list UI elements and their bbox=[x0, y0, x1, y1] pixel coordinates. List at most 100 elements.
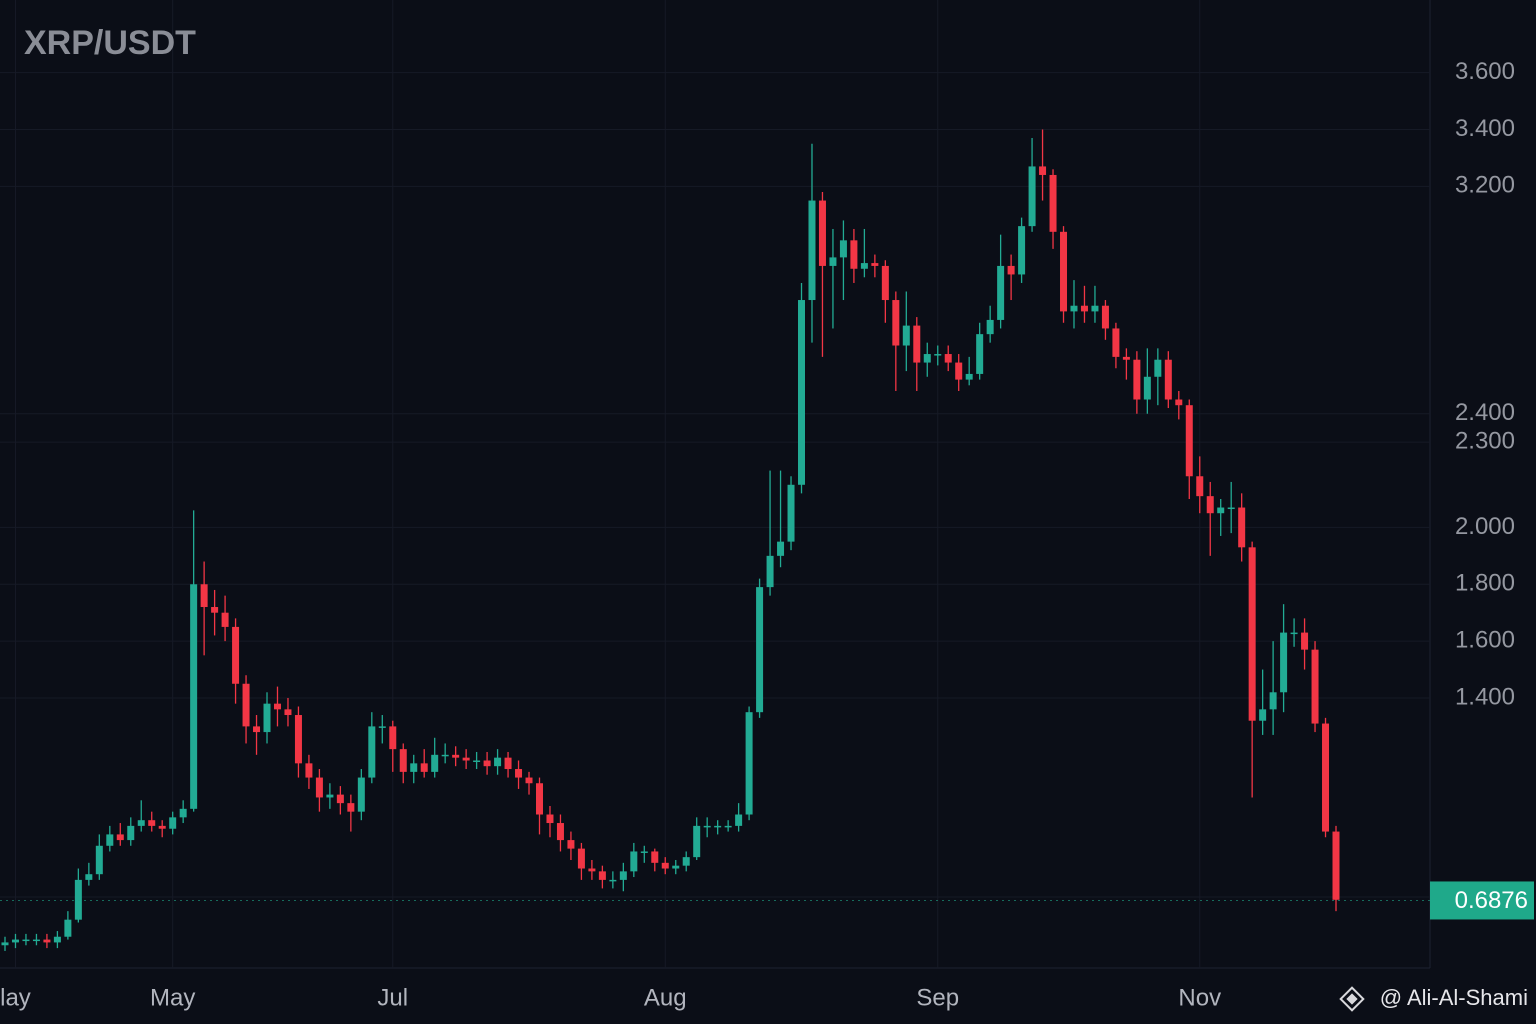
x-tick-label: Nov bbox=[1178, 984, 1221, 1011]
candle-body bbox=[1028, 166, 1036, 227]
candle-body bbox=[22, 939, 30, 942]
candle-body bbox=[525, 777, 533, 784]
candle-body bbox=[1122, 356, 1130, 360]
candle-body bbox=[462, 757, 470, 761]
candle-body bbox=[32, 939, 40, 942]
candle-body bbox=[1248, 547, 1256, 721]
candle-body bbox=[515, 769, 523, 778]
candle-body bbox=[808, 200, 816, 301]
candle-body bbox=[787, 484, 795, 542]
candle-body bbox=[1290, 632, 1298, 635]
watermark: @ Ali-Al-Shami bbox=[1339, 985, 1528, 1012]
candle-body bbox=[630, 851, 638, 872]
candle-body bbox=[598, 871, 606, 880]
candle-body bbox=[976, 334, 984, 374]
candle-body bbox=[1070, 305, 1078, 312]
candle-body bbox=[934, 354, 942, 356]
candle-body bbox=[955, 362, 963, 380]
candle-body bbox=[1018, 226, 1026, 275]
candle-body bbox=[850, 240, 858, 269]
x-tick-label: Sep bbox=[916, 984, 959, 1011]
candle-body bbox=[127, 825, 135, 841]
candle-body bbox=[232, 626, 240, 684]
candle-body bbox=[221, 612, 229, 627]
y-tick-label: 1.400 bbox=[1455, 683, 1515, 710]
candle-body bbox=[1238, 507, 1246, 548]
candle-body bbox=[399, 749, 407, 772]
candle-body bbox=[494, 757, 502, 767]
candle-body bbox=[294, 715, 302, 764]
candle-body bbox=[263, 703, 271, 733]
candle-body bbox=[200, 584, 208, 608]
candle-body bbox=[1112, 328, 1120, 357]
candle-body bbox=[1143, 376, 1151, 400]
candle-body bbox=[137, 820, 145, 826]
candle-body bbox=[253, 726, 261, 733]
y-tick-label: 3.400 bbox=[1455, 115, 1515, 142]
candle-body bbox=[640, 851, 648, 853]
candle-body bbox=[693, 825, 701, 858]
candle-body bbox=[881, 265, 889, 301]
candle-body bbox=[473, 760, 481, 763]
candle-body bbox=[483, 760, 491, 767]
candle-body bbox=[892, 300, 900, 346]
y-tick-label: 2.400 bbox=[1455, 399, 1515, 426]
y-tick-label: 1.800 bbox=[1455, 570, 1515, 597]
candle-body bbox=[368, 726, 376, 778]
candle-body bbox=[1091, 305, 1099, 312]
candle-body bbox=[829, 257, 837, 266]
candle-body bbox=[242, 683, 250, 727]
candle-body bbox=[860, 263, 868, 269]
candle-body bbox=[871, 263, 879, 266]
candle-body bbox=[85, 874, 93, 880]
candle-body bbox=[504, 757, 512, 770]
candle-body bbox=[273, 703, 281, 710]
candle-body bbox=[546, 814, 554, 824]
watermark-icon bbox=[1339, 986, 1365, 1012]
candle-body bbox=[116, 834, 124, 841]
candle-body bbox=[1259, 709, 1267, 721]
candle-body bbox=[703, 825, 711, 828]
candle-body bbox=[431, 754, 439, 772]
candle-body bbox=[420, 763, 428, 772]
candle-body bbox=[1133, 359, 1141, 400]
candle-body bbox=[1206, 496, 1214, 514]
candle-body bbox=[95, 845, 103, 875]
x-tick-label: May bbox=[150, 984, 195, 1011]
candle-body bbox=[1039, 166, 1047, 175]
candle-body bbox=[1049, 174, 1057, 232]
candle-body bbox=[190, 584, 198, 809]
x-tick-label: lay bbox=[0, 984, 31, 1011]
candle-body bbox=[452, 754, 460, 758]
candle-body bbox=[148, 820, 156, 826]
candle-body bbox=[588, 868, 596, 872]
candle-body bbox=[410, 763, 418, 772]
candle-body bbox=[577, 848, 585, 869]
candle-body bbox=[818, 200, 826, 266]
candle-body bbox=[1101, 305, 1109, 329]
candle-body bbox=[1311, 649, 1319, 724]
candle-body bbox=[1185, 405, 1193, 477]
candle-body bbox=[735, 814, 743, 826]
candle-body bbox=[179, 808, 187, 818]
candle-body bbox=[1227, 507, 1235, 510]
candle-body bbox=[651, 851, 659, 863]
last-price-label: 0.6876 bbox=[1455, 887, 1528, 914]
candles bbox=[1, 129, 1340, 951]
candle-body bbox=[839, 240, 847, 258]
y-tick-label: 3.200 bbox=[1455, 172, 1515, 199]
candle-body bbox=[158, 825, 166, 829]
candle-body bbox=[1, 942, 9, 946]
candle-body bbox=[1007, 265, 1015, 275]
candle-body bbox=[766, 555, 774, 588]
candle-body bbox=[944, 354, 952, 363]
candle-body bbox=[378, 726, 386, 728]
candle-body bbox=[986, 319, 994, 335]
candle-body bbox=[798, 300, 806, 485]
candle-body bbox=[441, 754, 449, 757]
candle-body bbox=[1154, 359, 1162, 377]
candle-body bbox=[389, 726, 397, 750]
